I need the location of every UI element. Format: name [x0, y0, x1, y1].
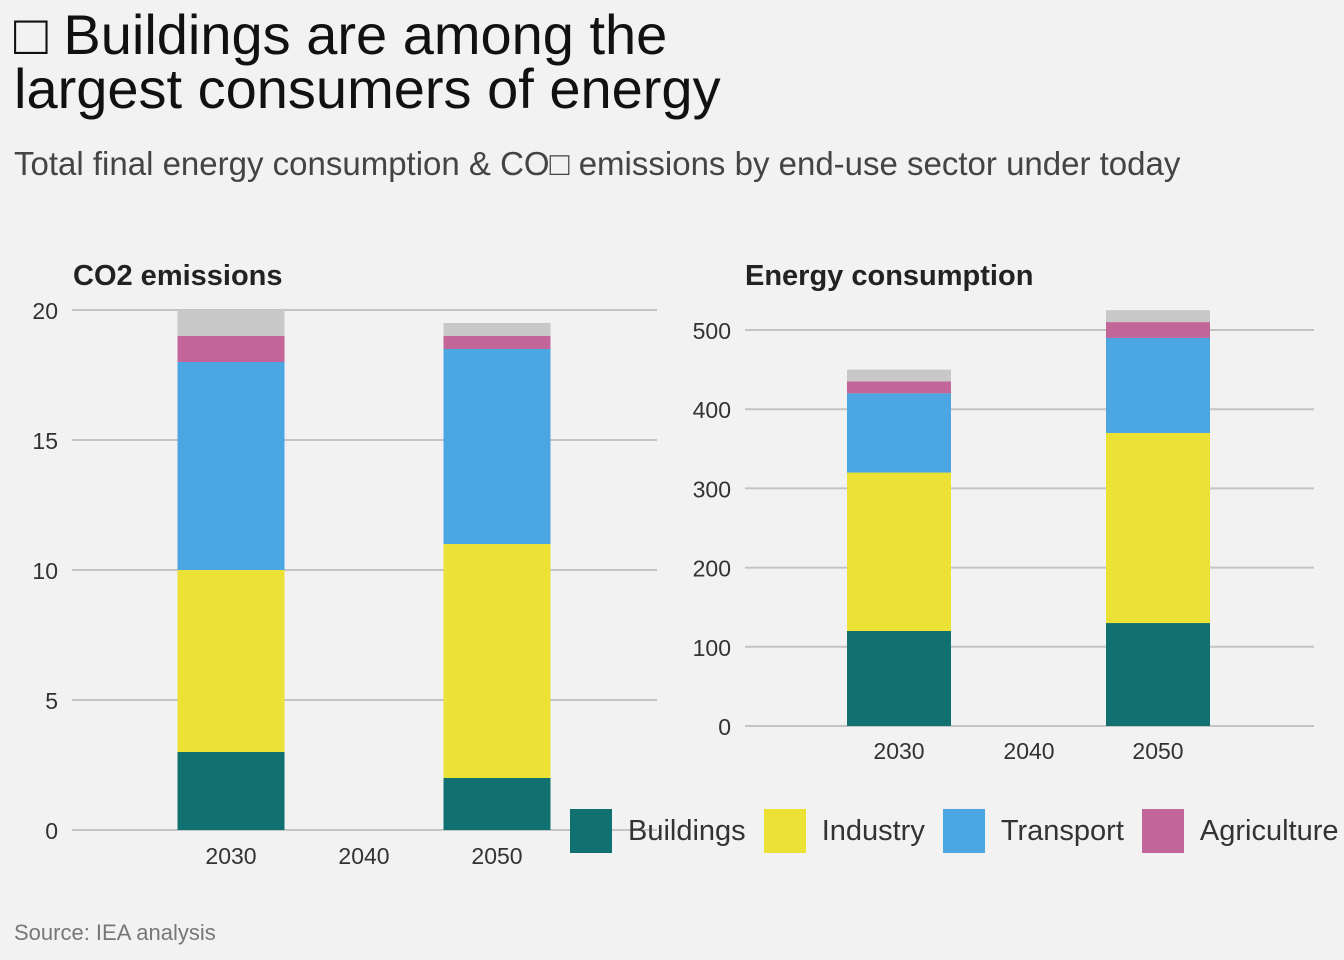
legend-label-buildings: Buildings [628, 814, 746, 847]
chart-subtitle: Total final energy consumption & CO□ emi… [14, 145, 1181, 182]
energy-bar-2030-other [847, 369, 951, 382]
co2-bar-2050-transport [443, 349, 551, 544]
co2-bar-2030-agriculture [177, 336, 285, 362]
co2-bar-2030-transport [177, 362, 285, 570]
energy-y-tick-label-200: 200 [693, 556, 731, 582]
co2-y-tick-label-0: 0 [45, 818, 58, 844]
co2-y-tick-label-20: 20 [32, 298, 58, 324]
energy-bar-2050-agriculture [1106, 322, 1210, 338]
energy-bar-2030-buildings [847, 630, 951, 726]
energy-bar-2050-transport [1106, 337, 1210, 433]
legend-label-agriculture: Agriculture [1199, 814, 1339, 847]
legend-item-buildings: Buildings [570, 809, 746, 853]
legend: Buildings Industry Transport Agriculture [570, 808, 1344, 854]
energy-bar-2030-agriculture [847, 381, 951, 394]
energy-panel-title: Energy consumption [745, 260, 1034, 292]
energy-bar-2050-industry [1106, 432, 1210, 624]
energy-bar-2030-transport [847, 393, 951, 473]
co2-bar-2050-agriculture [443, 336, 551, 349]
energy-x-tick-label-2050: 2050 [1132, 738, 1183, 764]
legend-swatch-buildings [570, 809, 612, 853]
energy-x-tick-label-2040: 2040 [1003, 738, 1054, 764]
energy-bar-2050-buildings [1106, 623, 1210, 726]
source-note: Source: IEA analysis [14, 920, 216, 945]
co2-x-tick-label-2050: 2050 [471, 843, 522, 869]
chart-title-line-2: largest consumers of energy [14, 57, 721, 120]
co2-y-tick-label-15: 15 [32, 428, 58, 454]
energy-y-tick-label-500: 500 [693, 318, 731, 344]
co2-y-tick-label-5: 5 [45, 688, 58, 714]
energy-y-tick-label-100: 100 [693, 635, 731, 661]
co2-x-tick-label-2030: 2030 [205, 843, 256, 869]
legend-item-transport: Transport [942, 809, 1124, 853]
co2-y-tick-label-10: 10 [32, 558, 58, 584]
legend-label-transport: Transport [1000, 814, 1124, 847]
chart-title: □ Buildings are among the largest consum… [14, 3, 721, 120]
legend-label-industry: Industry [821, 814, 925, 847]
energy-y-tick-label-0: 0 [718, 714, 731, 740]
co2-bar-2030-buildings [177, 752, 285, 830]
energy-x-tick-label-2030: 2030 [873, 738, 924, 764]
energy-bar-2050-other [1106, 310, 1210, 323]
co2-bar-2030-industry [177, 570, 285, 752]
legend-swatch-transport [942, 809, 985, 853]
energy-bar-2030-industry [847, 472, 951, 631]
co2-bar-2050-other [443, 323, 551, 336]
legend-item-agriculture: Agriculture [1141, 809, 1339, 853]
energy-y-tick-label-400: 400 [693, 397, 731, 423]
chart-title-line-1: □ Buildings are among the [14, 3, 668, 66]
co2-bar-2050-industry [443, 544, 551, 778]
legend-swatch-industry [763, 809, 806, 853]
energy-y-tick-label-300: 300 [693, 476, 731, 502]
co2-x-tick-label-2040: 2040 [338, 843, 389, 869]
legend-item-industry: Industry [763, 809, 925, 853]
co2-bar-2050-buildings [443, 778, 551, 830]
co2-panel-title: CO2 emissions [73, 260, 283, 292]
legend-swatch-agriculture [1141, 809, 1184, 853]
co2-bar-2030-other [177, 310, 285, 336]
